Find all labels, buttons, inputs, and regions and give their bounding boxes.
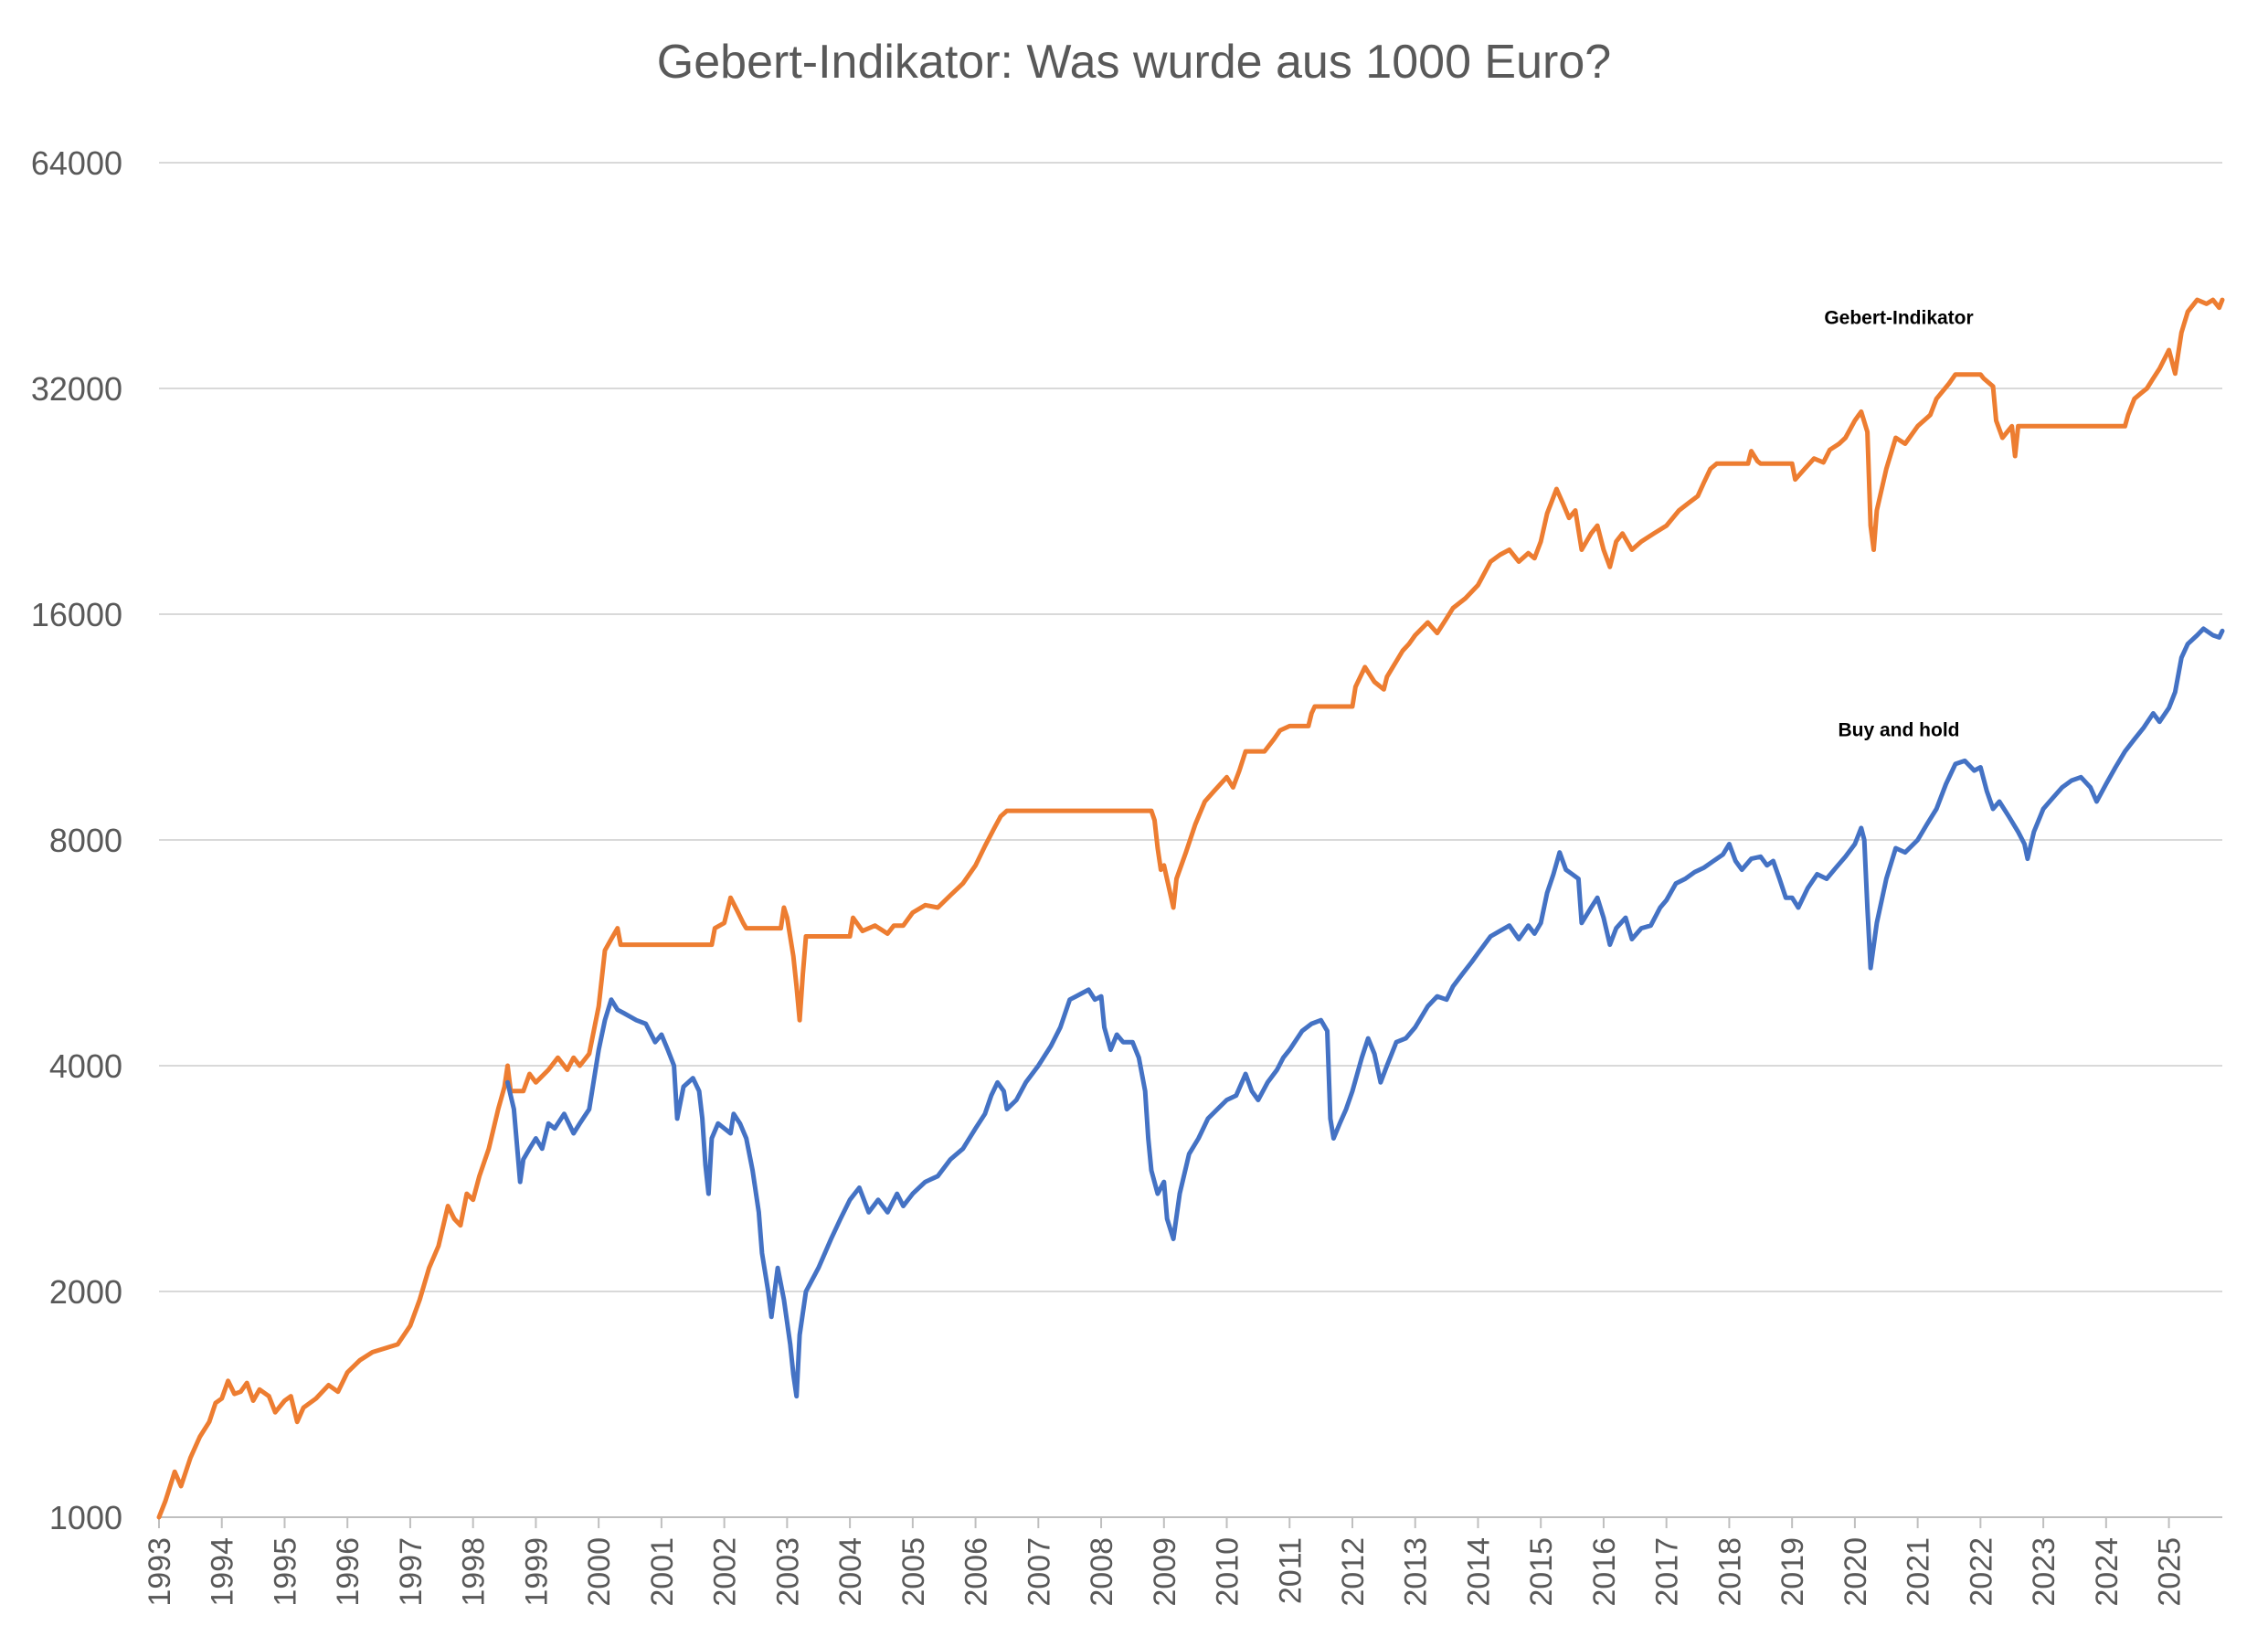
x-tick-label: 2014 bbox=[1461, 1537, 1496, 1607]
x-tick-label: 2011 bbox=[1273, 1537, 1308, 1604]
annotations: Gebert-Indikator Buy and hold bbox=[1824, 308, 1973, 741]
y-tick-label: 4000 bbox=[49, 1047, 122, 1085]
annotation-label: Buy and hold bbox=[1839, 720, 1960, 741]
x-tick-label: 2021 bbox=[1902, 1537, 1936, 1607]
x-tick-label: 2020 bbox=[1839, 1537, 1873, 1607]
x-tick-label: 2024 bbox=[2090, 1537, 2125, 1607]
x-tick-label: 1995 bbox=[268, 1537, 302, 1607]
x-tick-label: 2004 bbox=[833, 1537, 868, 1607]
x-tick-label: 2017 bbox=[1650, 1537, 1685, 1607]
series-line-gebert-indikator bbox=[156, 297, 2225, 1520]
y-tick-label: 64000 bbox=[31, 144, 122, 182]
series-lines bbox=[156, 297, 2225, 1520]
y-tick-label: 8000 bbox=[49, 822, 122, 859]
x-tick-label: 2006 bbox=[959, 1537, 994, 1607]
chart-title: Gebert-Indikator: Was wurde aus 1000 Eur… bbox=[656, 36, 1612, 89]
x-tick-label: 2003 bbox=[770, 1537, 805, 1607]
x-tick-label: 1997 bbox=[394, 1537, 429, 1607]
x-tick-label: 2025 bbox=[2153, 1537, 2188, 1607]
x-axis: 1993 1994 1995 1996 1997 1998 1999 2000 2001 2002… bbox=[143, 1516, 2222, 1607]
x-tick-label: 2007 bbox=[1022, 1537, 1056, 1607]
x-tick-label: 1994 bbox=[206, 1537, 240, 1607]
x-tick-label: 2002 bbox=[708, 1537, 743, 1607]
x-tick-label: 2019 bbox=[1775, 1537, 1810, 1607]
series-line-buy-and-hold bbox=[505, 626, 2225, 1399]
x-tick-label: 2013 bbox=[1399, 1537, 1434, 1607]
y-tick-label: 2000 bbox=[49, 1273, 122, 1311]
x-tick-label: 2005 bbox=[896, 1537, 931, 1607]
x-tick-label: 1998 bbox=[457, 1537, 492, 1607]
x-tick-label: 2016 bbox=[1587, 1537, 1622, 1607]
x-tick-label: 2012 bbox=[1336, 1537, 1371, 1607]
y-axis-ticks: 64000 32000 16000 8000 4000 2000 1000 bbox=[31, 144, 122, 1536]
x-tick-label: 1999 bbox=[519, 1537, 554, 1607]
y-tick-label: 16000 bbox=[31, 596, 122, 633]
x-tick-label: 1993 bbox=[143, 1537, 177, 1607]
x-tick-label: 2018 bbox=[1712, 1537, 1747, 1607]
x-tick-label: 2023 bbox=[2027, 1537, 2061, 1607]
x-tick-label: 2010 bbox=[1211, 1537, 1245, 1607]
y-tick-label: 32000 bbox=[31, 370, 122, 408]
x-tick-label: 2001 bbox=[645, 1537, 680, 1607]
x-tick-label: 2000 bbox=[582, 1537, 617, 1607]
x-tick-label: 2015 bbox=[1524, 1537, 1559, 1607]
x-tick-label: 2022 bbox=[1964, 1537, 1998, 1607]
x-tick-label: 2008 bbox=[1085, 1537, 1119, 1607]
annotation-label: Gebert-Indikator bbox=[1824, 308, 1973, 329]
x-tick-label: 2009 bbox=[1148, 1537, 1182, 1607]
y-tick-label: 1000 bbox=[49, 1499, 122, 1536]
x-tick-label: 1996 bbox=[331, 1537, 366, 1607]
